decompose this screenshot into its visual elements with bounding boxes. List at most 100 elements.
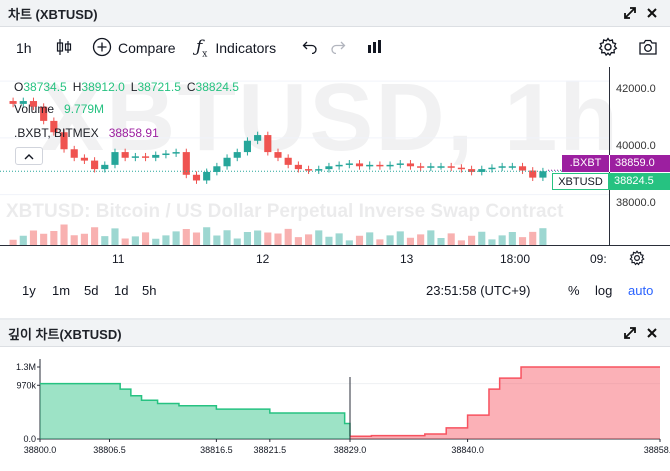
price-tick: 40000.0 <box>616 140 656 152</box>
volume-bar <box>121 238 129 245</box>
volume-bar <box>80 233 88 245</box>
volume-bar <box>376 239 384 245</box>
compare-legend: .BXBT, BITMEX 38858.91 <box>14 126 159 140</box>
candle-body <box>284 157 292 165</box>
time-axis-settings-button[interactable] <box>629 250 645 271</box>
close-icon[interactable] <box>645 6 659 20</box>
candle-body <box>437 166 445 168</box>
log-scale-button[interactable]: log <box>595 283 613 298</box>
compare-button[interactable]: Compare <box>92 37 176 59</box>
candle-body <box>254 135 262 141</box>
volume-bar <box>345 240 353 245</box>
redo-icon <box>330 40 346 57</box>
volume-bar <box>223 230 231 245</box>
candle-body <box>91 160 99 170</box>
indicators-button[interactable]: ƒx Indicators <box>196 37 276 59</box>
volume-bar <box>539 228 547 245</box>
clock-display: 23:51:58 (UTC+9) <box>426 283 531 298</box>
volume-bar <box>172 231 180 245</box>
candle-body <box>305 169 313 171</box>
candle-body <box>243 140 251 153</box>
undo-button[interactable] <box>302 37 318 59</box>
candle-body <box>376 164 384 167</box>
range-1y-button[interactable]: 1y <box>22 283 36 298</box>
chart-panel-header: 차트 (XBTUSD) <box>0 0 670 27</box>
volume-bar <box>355 235 364 245</box>
interval-button[interactable]: 1h <box>16 37 32 59</box>
candle-body <box>457 167 465 170</box>
chart-panel-title: 차트 (XBTUSD) <box>8 6 98 22</box>
range-5h-button[interactable]: 5h <box>142 283 157 298</box>
candle-type-button[interactable] <box>56 37 72 59</box>
screenshot-button[interactable] <box>638 37 658 59</box>
depth-panel-title: 깊이 차트(XBTUSD) <box>8 326 122 342</box>
price-tick: 42000.0 <box>616 83 656 95</box>
expand-icon[interactable] <box>623 326 637 340</box>
candle-body <box>417 166 425 168</box>
candle-body <box>294 164 302 170</box>
depth-x-tick: 38821.5 <box>254 445 287 455</box>
interval-label: 1h <box>16 40 32 56</box>
xbtusd-price-badge: XBTUSD 38824.5 <box>552 173 670 190</box>
volume-bar <box>274 233 282 245</box>
open-value: 38734.5 <box>23 80 67 94</box>
candle-body <box>498 166 506 168</box>
volume-bar <box>488 239 496 245</box>
range-1m-button[interactable]: 1m <box>52 283 71 298</box>
volume-bar <box>9 239 17 245</box>
candle-body <box>315 169 323 171</box>
volume-bar <box>478 231 486 245</box>
time-axis[interactable]: 11 12 13 18:00 09: <box>0 245 670 270</box>
candle-body <box>386 164 394 167</box>
candle-body <box>264 135 272 153</box>
time-tick: 11 <box>112 252 125 266</box>
low-label: L <box>130 80 138 94</box>
range-5d-button[interactable]: 5d <box>84 283 99 298</box>
low-value: 38721.5 <box>137 80 181 94</box>
candle-body <box>468 169 476 172</box>
volume-bar <box>335 233 343 245</box>
settings-button[interactable] <box>598 36 618 59</box>
time-tick: 12 <box>256 252 270 266</box>
volume-bar <box>243 232 251 245</box>
candle-body <box>111 152 119 165</box>
depth-x-tick: 38840.0 <box>451 445 484 455</box>
volume-bar <box>406 237 415 245</box>
volume-bar <box>203 227 211 245</box>
candle-body <box>141 156 150 158</box>
volume-bar <box>325 236 333 245</box>
candle-body <box>406 163 415 167</box>
candle-body <box>233 152 241 158</box>
camera-icon <box>638 38 658 59</box>
time-tick: 09: <box>590 252 607 266</box>
close-icon[interactable] <box>645 326 659 340</box>
bxbt-badge-label: .BXBT <box>562 155 609 172</box>
volume-bar <box>162 235 170 245</box>
auto-scale-button[interactable]: auto <box>628 283 654 298</box>
volume-bar <box>40 233 48 245</box>
volume-bar <box>254 230 262 245</box>
candle-body <box>427 166 435 168</box>
depth-panel: 깊이 차트(XBTUSD) 1.3M 970k 0.0 38800.0 38806.5 3… <box>0 320 670 471</box>
volume-bar <box>508 232 516 245</box>
volume-bar <box>284 228 292 245</box>
volume-bar <box>468 235 476 245</box>
candle-body <box>172 152 180 154</box>
volume-label: Volume <box>14 102 55 116</box>
chart-properties-button[interactable] <box>367 37 383 59</box>
candle-body <box>345 163 353 165</box>
depth-y-tick: 970k <box>16 380 36 390</box>
collapse-legend-button[interactable] <box>15 147 43 165</box>
bid-depth-area <box>40 383 350 439</box>
candle-body <box>213 166 221 172</box>
expand-icon[interactable] <box>623 6 637 20</box>
candle-body <box>478 169 486 172</box>
candle-body <box>203 171 211 181</box>
redo-button[interactable] <box>330 37 346 59</box>
candle-body <box>539 171 547 178</box>
percent-scale-button[interactable]: % <box>568 283 580 298</box>
candle-body <box>29 101 38 107</box>
ask-depth-area <box>350 367 660 439</box>
range-1d-button[interactable]: 1d <box>114 283 129 298</box>
